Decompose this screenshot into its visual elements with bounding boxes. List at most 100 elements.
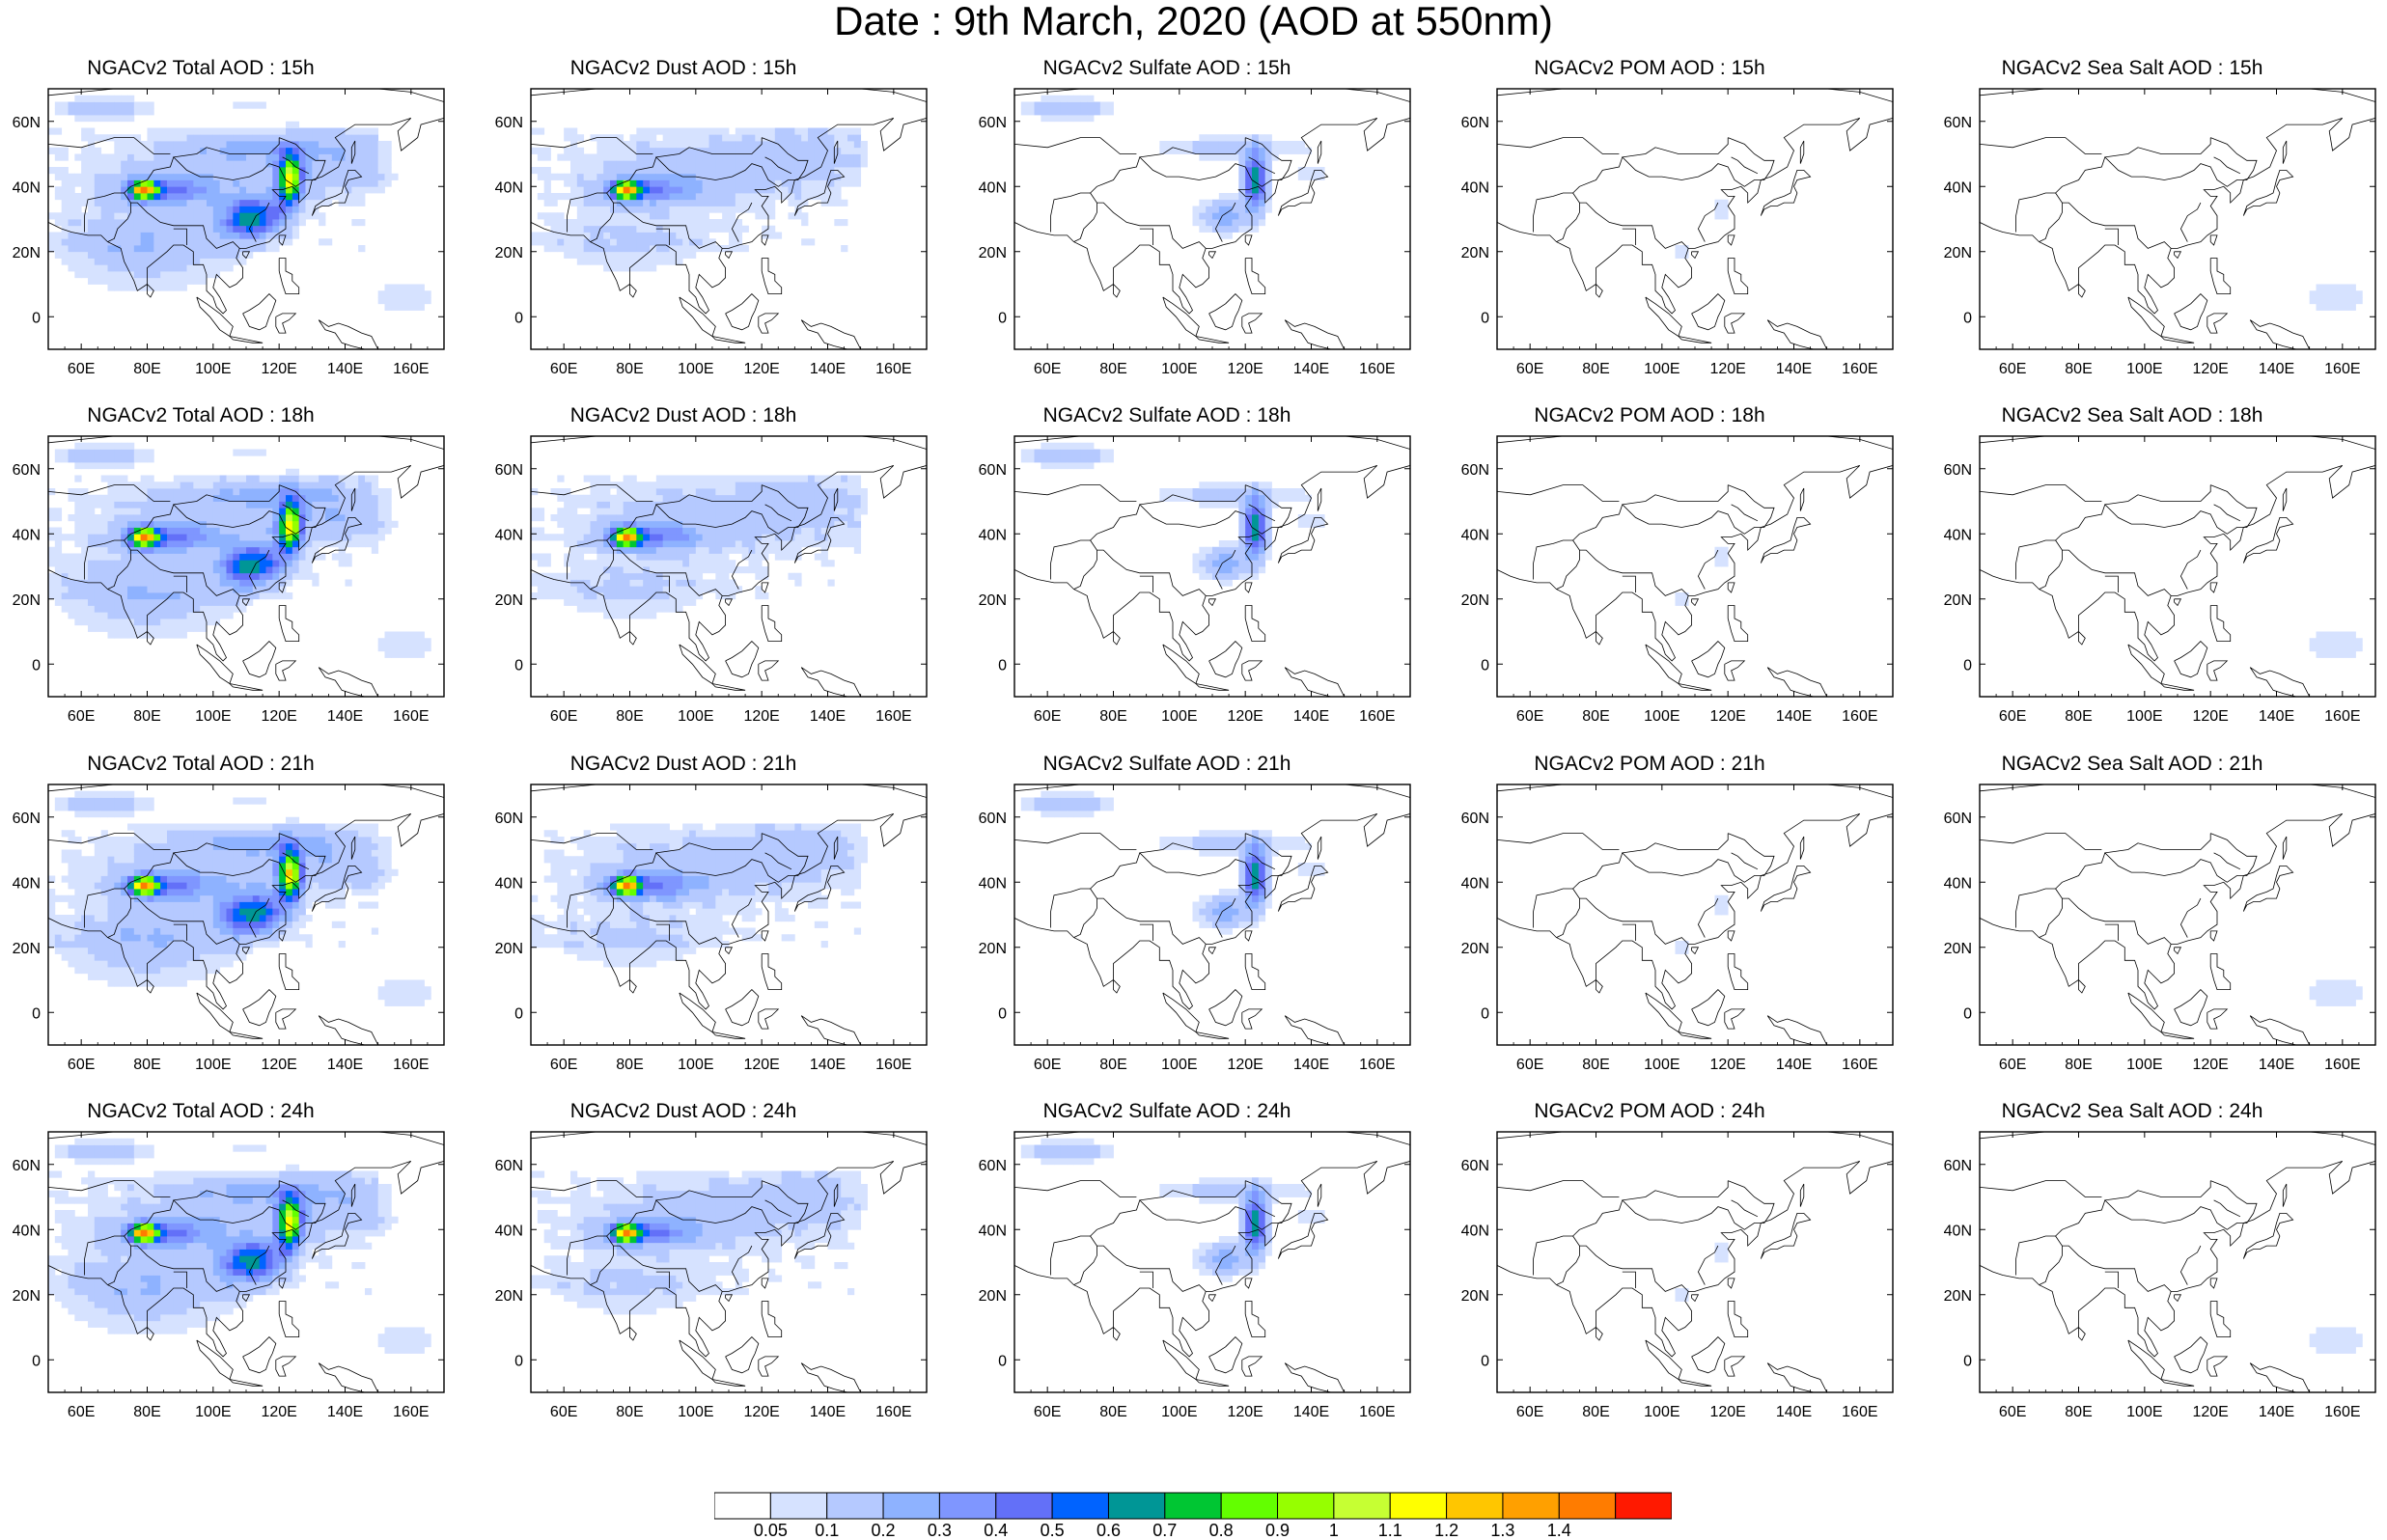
aod-map: 60E 80E 100E 120E 140E 160E 0 20N 40N 60N <box>1461 88 1894 375</box>
lon-tick-label: 120E <box>743 708 779 723</box>
colorbar-swatch <box>1277 1492 1335 1520</box>
lon-tick-label: 120E <box>261 708 296 723</box>
lon-tick-label: 60E <box>68 1057 95 1071</box>
lat-tick-label: 20N <box>1944 245 1972 261</box>
lon-tick-label: 160E <box>2324 361 2360 375</box>
lat-tick-label: 0 <box>514 1005 523 1022</box>
lon-tick-label: 80E <box>2065 1404 2092 1418</box>
lat-tick-label: 60N <box>13 462 41 479</box>
coastlines <box>1497 436 1893 697</box>
lon-tick-label: 160E <box>875 361 911 375</box>
lat-tick-label: 60N <box>1944 115 1972 131</box>
lat-tick-label: 20N <box>13 941 41 957</box>
map-panel-dust-24h: NGACv2 Dust AOD : 24h 60E 80E 100E 120E 140E 1… <box>486 1100 928 1418</box>
panel-title: NGACv2 Dust AOD : 21h <box>569 753 797 775</box>
lon-tick-label: 100E <box>1644 1057 1679 1071</box>
lon-tick-label: 100E <box>1644 1404 1679 1418</box>
coastlines <box>48 436 444 697</box>
lon-tick-label: 80E <box>133 1057 160 1071</box>
lat-tick-label: 40N <box>979 875 1007 892</box>
lon-tick-label: 140E <box>1776 1404 1812 1418</box>
coastlines <box>1980 89 2375 349</box>
aod-map: 60E 80E 100E 120E 140E 160E 0 20N 40N 60N <box>1944 784 2376 1071</box>
lat-tick-label: 20N <box>1944 1288 1972 1305</box>
lon-tick-label: 120E <box>1227 1404 1263 1418</box>
lat-tick-label: 0 <box>998 1353 1007 1369</box>
lon-tick-label: 100E <box>1161 1404 1197 1418</box>
lon-tick-label: 60E <box>1034 1057 1061 1071</box>
lat-tick-label: 40N <box>1461 1223 1489 1239</box>
lat-tick-label: 60N <box>1461 462 1489 479</box>
lon-tick-label: 140E <box>1776 708 1812 723</box>
lat-tick-label: 40N <box>13 179 41 196</box>
lon-tick-label: 100E <box>1161 1057 1197 1071</box>
lon-tick-label: 160E <box>2324 1404 2360 1418</box>
lat-tick-label: 0 <box>1481 310 1489 326</box>
lat-tick-label: 20N <box>1461 592 1489 609</box>
lon-tick-label: 100E <box>1644 361 1679 375</box>
aod-field <box>2309 284 2363 311</box>
lon-tick-label: 120E <box>261 1057 296 1071</box>
colorbar-label: 0.7 <box>1152 1521 1177 1540</box>
map-frame <box>1496 784 1894 1046</box>
lat-tick-label: 0 <box>32 657 41 674</box>
map-panel-dust-21h: NGACv2 Dust AOD : 21h 60E 80E 100E 120E 140E 1… <box>486 753 928 1071</box>
colorbar-swatch <box>1164 1492 1222 1520</box>
lat-tick-label: 20N <box>13 592 41 609</box>
aod-field <box>1675 894 1729 954</box>
lat-tick-label: 40N <box>13 527 41 543</box>
map-panel-total-24h: NGACv2 Total AOD : 24h 60E 80E 100E 120E 140E… <box>3 1100 445 1418</box>
lon-tick-label: 60E <box>68 1404 95 1418</box>
lon-tick-label: 160E <box>1842 1057 1877 1071</box>
lat-tick-label: 20N <box>1461 245 1489 261</box>
lon-tick-label: 120E <box>743 1404 779 1418</box>
lat-tick-label: 20N <box>13 1288 41 1305</box>
map-panel-pom-18h: NGACv2 POM AOD : 18h 60E 80E 100E 120E 140E 16… <box>1452 404 1894 723</box>
panel-title: NGACv2 Sulfate AOD : 24h <box>1042 1100 1291 1122</box>
aod-map: 60E 80E 100E 120E 140E 160E 0 20N 40N 60N <box>979 435 1411 723</box>
lon-tick-label: 140E <box>327 1404 363 1418</box>
lon-tick-label: 160E <box>2324 708 2360 723</box>
map-panel-seasalt-15h: NGACv2 Sea Salt AOD : 15h 60E 80E 100E 120E 1… <box>1934 57 2376 375</box>
coastlines <box>531 1132 927 1392</box>
lat-tick-label: 40N <box>1944 875 1972 892</box>
map-panel-total-18h: NGACv2 Total AOD : 18h 60E 80E 100E 120E 140E… <box>3 404 445 723</box>
panel-title: NGACv2 Sulfate AOD : 15h <box>1042 57 1291 79</box>
map-panel-dust-18h: NGACv2 Dust AOD : 18h 60E 80E 100E 120E 140E 1… <box>486 404 928 723</box>
colorbar-swatch <box>1558 1492 1617 1520</box>
lat-tick-label: 0 <box>32 1005 41 1022</box>
colorbar-swatch <box>1389 1492 1448 1520</box>
colorbar-swatch <box>1615 1492 1672 1520</box>
lat-tick-label: 20N <box>1944 941 1972 957</box>
lat-tick-label: 60N <box>1944 462 1972 479</box>
colorbar-swatch <box>938 1492 997 1520</box>
lon-tick-label: 100E <box>678 1404 713 1418</box>
lon-tick-label: 160E <box>393 1404 429 1418</box>
aod-map: 60E 80E 100E 120E 140E 160E 0 20N 40N 60N <box>495 1131 928 1418</box>
panel-title: NGACv2 POM AOD : 15h <box>1534 57 1765 79</box>
coastlines <box>1980 784 2375 1045</box>
colorbar-swatch <box>826 1492 884 1520</box>
coastlines <box>531 436 927 697</box>
colorbar-swatch <box>1107 1492 1166 1520</box>
colorbar-label: 0.8 <box>1209 1521 1234 1540</box>
lon-tick-label: 100E <box>195 361 231 375</box>
lat-tick-label: 40N <box>1461 179 1489 196</box>
aod-map: 60E 80E 100E 120E 140E 160E 0 20N 40N 60N <box>979 1131 1411 1418</box>
lon-tick-label: 100E <box>195 1404 231 1418</box>
lat-tick-label: 20N <box>495 245 523 261</box>
panel-title: NGACv2 Sulfate AOD : 21h <box>1042 753 1291 775</box>
lat-tick-label: 60N <box>495 1158 523 1174</box>
lon-tick-label: 100E <box>2126 1057 2162 1071</box>
colorbar-label: 0.2 <box>872 1521 896 1540</box>
aod-field <box>2309 1327 2363 1354</box>
aod-field <box>1675 546 1729 606</box>
lat-tick-label: 0 <box>1963 310 1972 326</box>
aod-field <box>1020 95 1325 239</box>
aod-map: 60E 80E 100E 120E 140E 160E 0 20N 40N 60N <box>1944 435 2376 723</box>
aod-field <box>1020 1138 1325 1282</box>
map-panel-sulfate-18h: NGACv2 Sulfate AOD : 18h 60E 80E 100E 120E 14… <box>969 404 1411 723</box>
lon-tick-label: 80E <box>133 708 160 723</box>
map-panel-pom-21h: NGACv2 POM AOD : 21h 60E 80E 100E 120E 140E 16… <box>1452 753 1894 1071</box>
coastlines <box>531 89 927 349</box>
